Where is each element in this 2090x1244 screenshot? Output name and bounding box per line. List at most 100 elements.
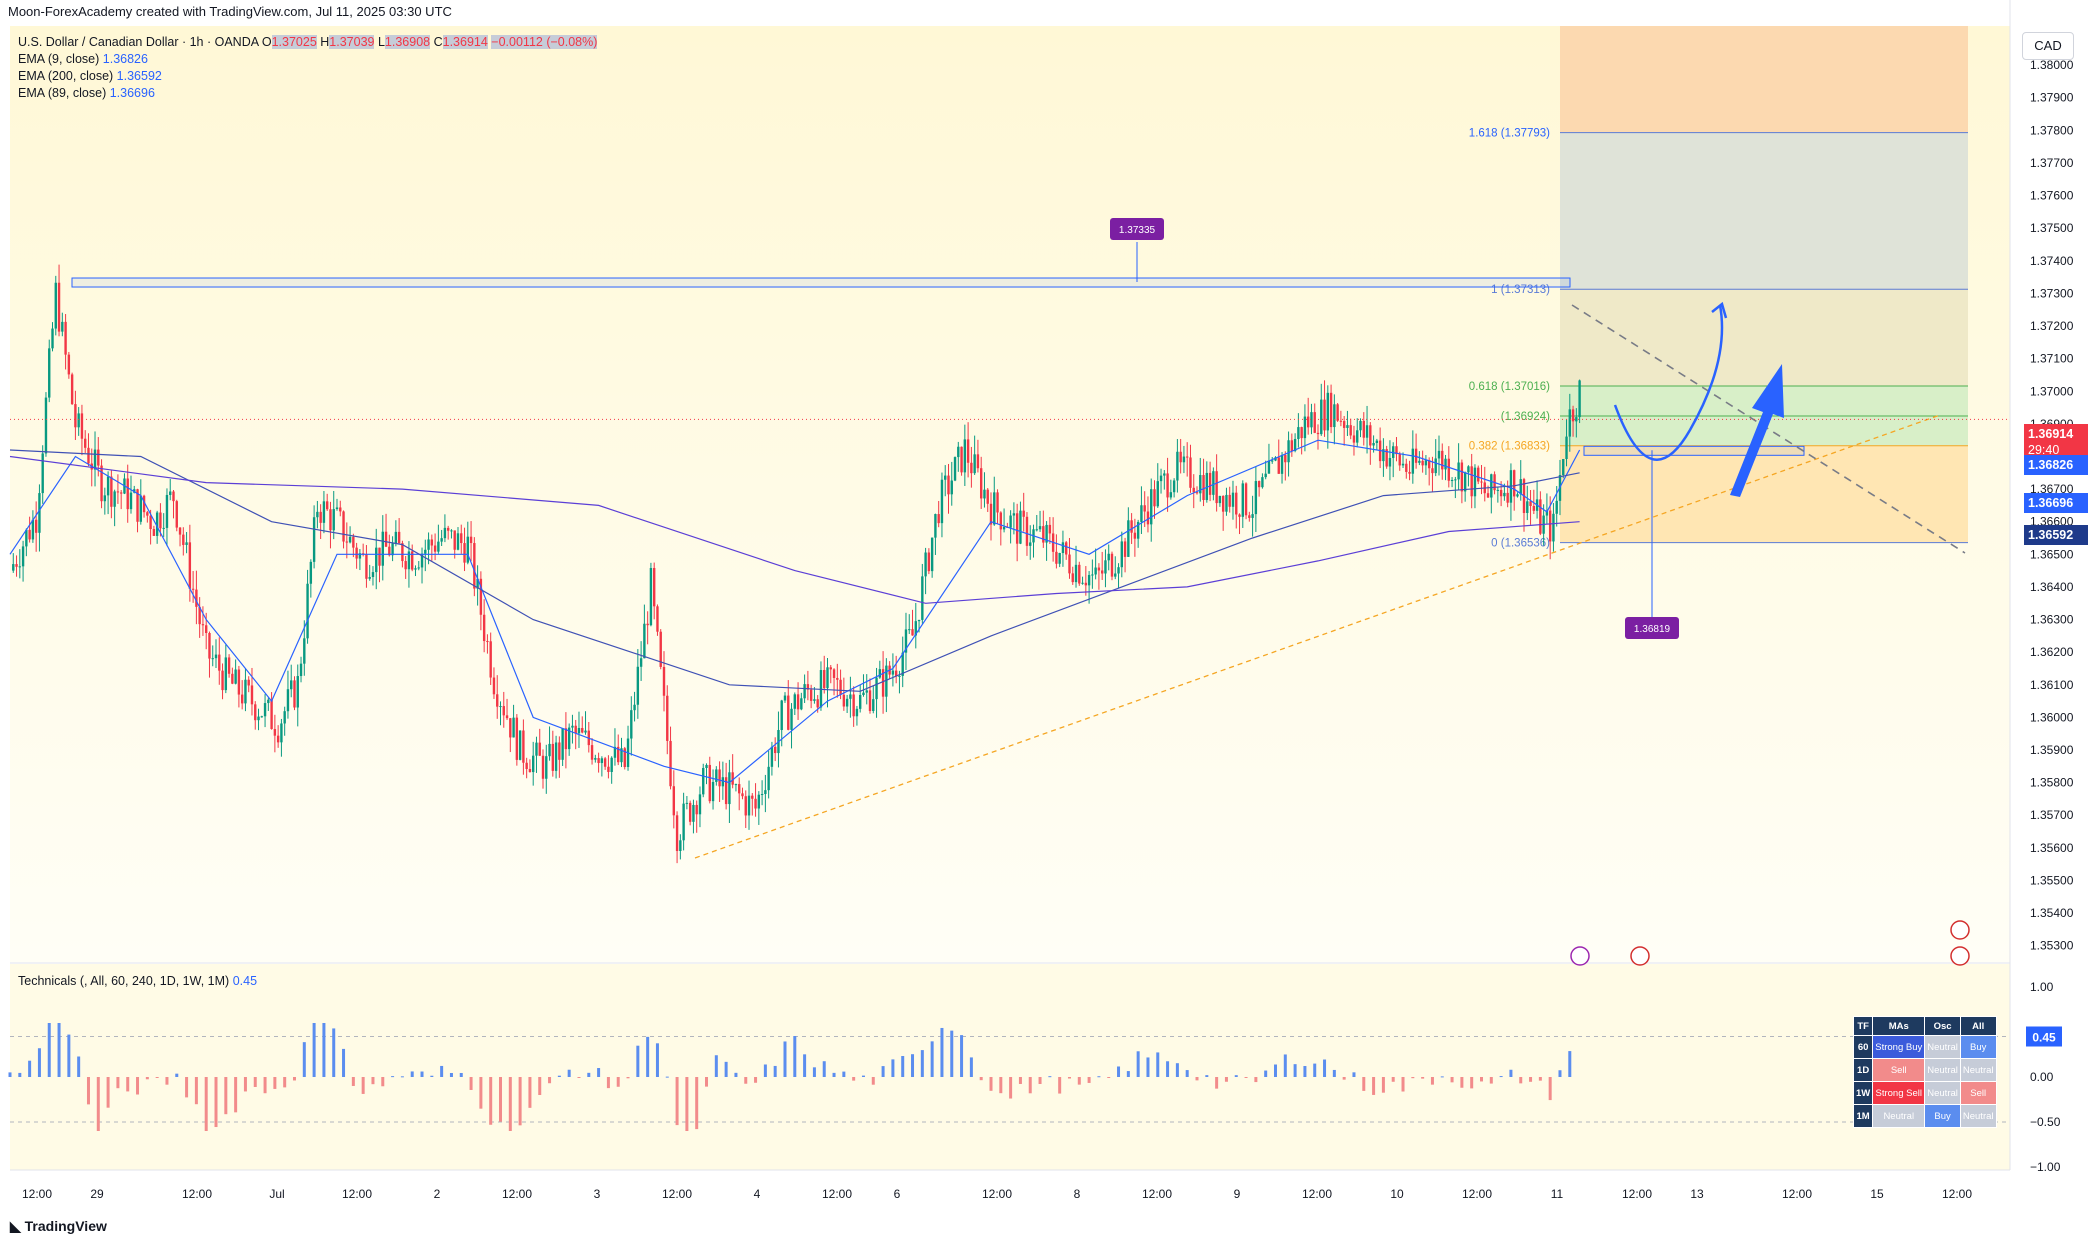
candle-body (1293, 439, 1297, 452)
descending-trendline (1571, 304, 1966, 554)
price-axis-tick: 1.37100 (2030, 352, 2074, 366)
candle-body (1248, 515, 1251, 518)
candle-body (993, 492, 996, 525)
candle-body (986, 489, 989, 504)
candle-body (155, 512, 159, 536)
candle-body (702, 767, 705, 795)
candle-body (496, 694, 499, 707)
candle-body (159, 512, 162, 529)
candle-body (263, 703, 267, 717)
technicals-bar (489, 1077, 493, 1125)
candle-body (1274, 457, 1277, 461)
technicals-bar (400, 1076, 404, 1078)
technicals-legend[interactable]: Technicals (, All, 60, 240, 1D, 1W, 1M) … (18, 974, 258, 988)
price-axis-tick: 1.35800 (2030, 776, 2074, 790)
candle-body (698, 794, 702, 815)
candle-body (662, 666, 666, 696)
currency-button[interactable]: CAD (2022, 32, 2074, 60)
technicals-bar (1401, 1077, 1405, 1092)
candle-body (1431, 468, 1434, 474)
technicals-bar (1342, 1077, 1346, 1080)
candle-body (136, 489, 139, 522)
technicals-bar (960, 1035, 964, 1077)
ema89-legend[interactable]: EMA (89, close) 1.36696 (18, 86, 155, 100)
candle-body (610, 757, 613, 772)
candle-body (970, 462, 973, 474)
technicals-bar (1450, 1077, 1454, 1083)
candle-body (574, 725, 577, 734)
technicals-bar (302, 1042, 306, 1077)
ema200-legend[interactable]: EMA (200, close) 1.36592 (18, 69, 162, 83)
technicals-bar (763, 1064, 767, 1077)
candle-body (1460, 462, 1464, 492)
candle-body (335, 507, 339, 510)
candle-body (371, 572, 375, 578)
candle-body (1352, 435, 1356, 443)
time-axis-label: 12:00 (1622, 1187, 1652, 1201)
time-axis-label: 3 (594, 1187, 601, 1201)
candle-body (162, 527, 165, 529)
technicals-bar (371, 1077, 375, 1085)
candle-body (940, 479, 944, 524)
candle-body (319, 511, 322, 523)
candle-body (885, 665, 888, 697)
candle-body (515, 717, 519, 760)
candle-body (420, 553, 424, 568)
candle-body (486, 641, 489, 643)
candle-body (1166, 473, 1169, 498)
candle-body (430, 539, 434, 546)
candle-body (1208, 472, 1212, 495)
candle-body (463, 543, 466, 563)
candle-body (1022, 510, 1025, 517)
candle-body (1159, 475, 1163, 482)
candle-body (1169, 492, 1173, 498)
candle-body (1359, 420, 1362, 431)
candle-body (106, 476, 110, 496)
candle-body (325, 501, 329, 510)
candle-body (1100, 570, 1104, 574)
candle-body (1480, 481, 1483, 483)
technicals-bar (1391, 1077, 1395, 1082)
candle-body (558, 742, 561, 760)
candle-body (1257, 481, 1261, 488)
candle-body (1375, 440, 1379, 443)
candle-body (18, 566, 22, 568)
technicals-bar (430, 1075, 434, 1077)
ema9-legend[interactable]: EMA (9, close) 1.36826 (18, 52, 148, 66)
candle-body (603, 758, 607, 767)
candle-body (685, 802, 689, 804)
candle-body (754, 798, 757, 809)
technicals-bar (18, 1072, 22, 1077)
candle-body (711, 781, 715, 802)
candle-body (368, 577, 371, 579)
candle-body (1450, 480, 1454, 482)
technicals-bar (714, 1055, 718, 1077)
candle-body (12, 564, 15, 571)
candle-body (1254, 481, 1258, 515)
tradingview-logo[interactable]: ◣ TradingView (10, 1218, 107, 1234)
candle-body (577, 727, 581, 734)
technicals-bar (783, 1041, 787, 1077)
candle-body (116, 491, 120, 493)
time-axis-label: 13 (1690, 1187, 1704, 1201)
candle-body (695, 804, 698, 815)
candle-body (198, 606, 201, 625)
candle-body (126, 478, 129, 510)
candle-body (502, 706, 505, 716)
candle-body (1526, 501, 1529, 513)
technicals-bar (597, 1068, 601, 1077)
candle-body (64, 321, 67, 355)
time-axis-label: 12:00 (1942, 1187, 1972, 1201)
candle-body (378, 547, 381, 566)
candle-body (1114, 573, 1117, 577)
technicals-bar (812, 1067, 816, 1077)
candle-body (1552, 513, 1555, 542)
candle-body (1395, 446, 1398, 455)
candle-body (1539, 499, 1542, 534)
technicals-bar (283, 1077, 287, 1088)
technicals-bar (361, 1077, 365, 1094)
candle-body (567, 727, 571, 750)
candle-body (433, 545, 437, 552)
candle-body (878, 669, 882, 678)
